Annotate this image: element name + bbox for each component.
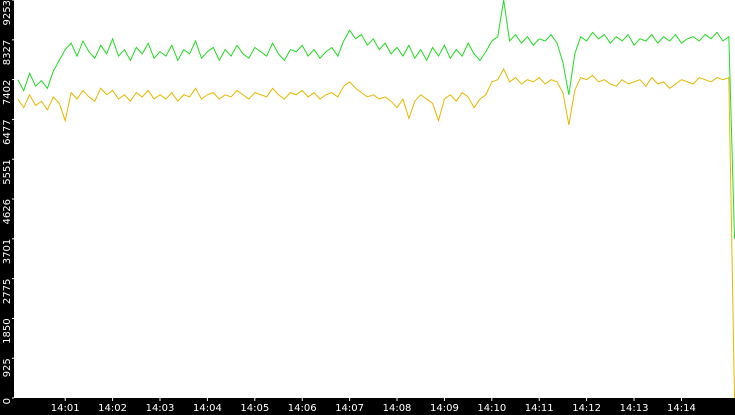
x-tick-label: 14:02 [98,403,127,414]
y-tick-label: 4626 [2,199,13,224]
y-tick-label: 7402 [2,80,13,105]
y-tick-label: 1850 [2,318,13,343]
y-tick-label: 5551 [2,159,13,184]
x-tick-label: 14:06 [288,403,317,414]
x-tick-label: 14:11 [525,403,554,414]
x-tick-label: 14:10 [477,403,506,414]
line-series [17,0,735,239]
x-tick-label: 14:12 [572,403,601,414]
y-tick-label: 0 [2,398,13,404]
line-series [17,67,735,399]
y-tick-label: 8327 [2,40,13,65]
y-tick-label: 6477 [2,119,13,144]
x-tick-label: 14:07 [335,403,364,414]
x-tick-label: 14:01 [51,403,80,414]
x-tick-label: 14:13 [620,403,649,414]
x-tick-label: 14:09 [430,403,459,414]
x-tick-label: 14:04 [193,403,222,414]
y-tick-label: 2775 [2,279,13,304]
y-tick-label: 925 [2,358,13,377]
y-axis-strip [0,0,14,415]
x-tick-label: 14:14 [667,403,696,414]
x-tick-label: 14:05 [240,403,269,414]
x-tick-label: 14:08 [383,403,412,414]
y-tick-label: 3701 [2,239,13,264]
x-axis-strip [0,398,735,415]
x-tick-label: 14:03 [146,403,175,414]
y-tick-label: 9253 [2,0,13,25]
